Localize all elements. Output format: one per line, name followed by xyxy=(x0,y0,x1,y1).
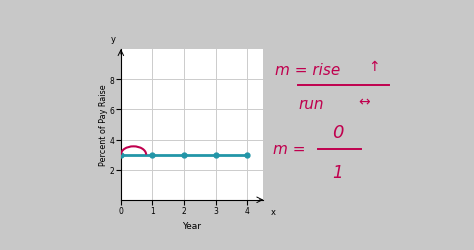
Text: y: y xyxy=(110,35,116,44)
Text: x: x xyxy=(271,208,276,216)
Text: m =: m = xyxy=(273,142,305,156)
Text: ↑: ↑ xyxy=(368,59,380,73)
Text: 0: 0 xyxy=(332,124,344,142)
Text: run: run xyxy=(298,97,324,112)
Text: ↔: ↔ xyxy=(358,95,370,109)
Text: m = rise: m = rise xyxy=(275,62,341,77)
X-axis label: Year: Year xyxy=(182,221,201,230)
Text: 1: 1 xyxy=(333,164,343,182)
Y-axis label: Percent of Pay Raise: Percent of Pay Raise xyxy=(100,84,109,166)
